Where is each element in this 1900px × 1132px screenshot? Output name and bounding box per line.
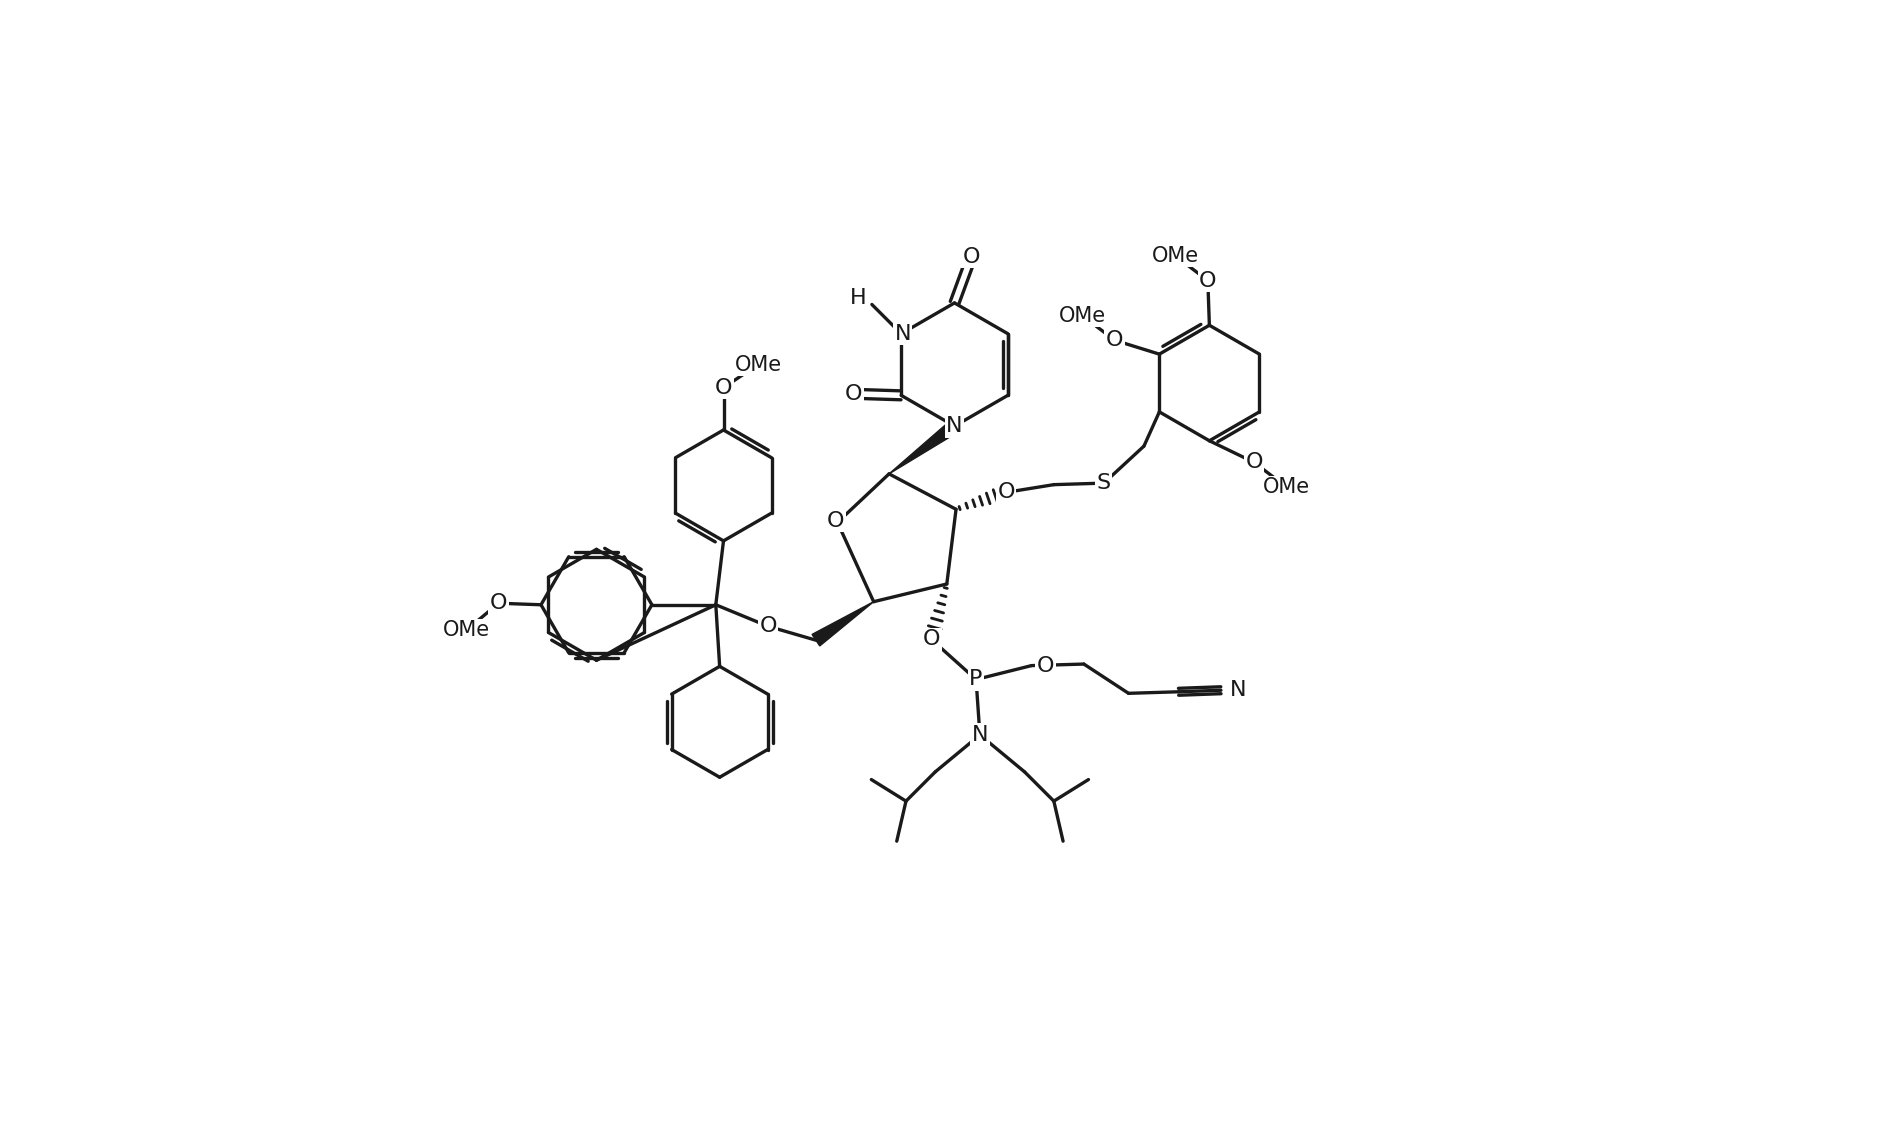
Text: O: O — [760, 616, 777, 636]
Text: O: O — [1037, 655, 1054, 676]
Text: N: N — [895, 324, 910, 344]
Text: OMe: OMe — [735, 354, 781, 375]
Text: O: O — [846, 384, 863, 404]
Text: OMe: OMe — [1151, 246, 1199, 266]
Text: P: P — [969, 669, 982, 689]
Text: N: N — [946, 417, 963, 436]
Text: O: O — [923, 629, 940, 650]
Text: O: O — [826, 511, 846, 531]
Text: O: O — [714, 378, 732, 397]
Text: N: N — [1229, 680, 1246, 701]
Text: O: O — [1244, 453, 1264, 472]
Text: O: O — [490, 593, 507, 614]
Text: H: H — [849, 289, 866, 308]
Text: O: O — [1106, 331, 1123, 350]
Text: OMe: OMe — [1264, 477, 1309, 497]
Text: S: S — [1096, 473, 1112, 494]
Text: OMe: OMe — [1058, 306, 1106, 326]
Text: OMe: OMe — [443, 620, 490, 641]
Text: O: O — [1199, 271, 1216, 291]
Text: O: O — [998, 482, 1015, 503]
Text: N: N — [971, 724, 988, 745]
Text: O: O — [963, 247, 980, 267]
Polygon shape — [811, 602, 874, 646]
Polygon shape — [889, 420, 960, 474]
